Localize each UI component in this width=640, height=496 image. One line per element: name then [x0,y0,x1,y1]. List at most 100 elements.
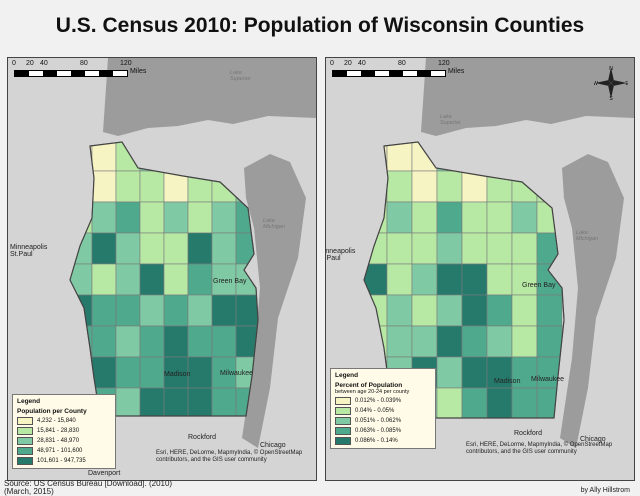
county[interactable] [411,294,438,327]
county[interactable] [139,201,165,234]
county[interactable] [436,263,463,296]
county[interactable] [187,294,213,327]
county[interactable] [163,325,189,358]
county[interactable] [115,201,141,234]
county[interactable] [163,170,189,203]
county[interactable] [163,263,189,296]
county[interactable] [139,232,165,265]
county[interactable] [461,201,488,234]
county[interactable] [411,263,438,296]
county[interactable] [436,232,463,265]
county[interactable] [436,294,463,327]
county[interactable] [211,325,237,358]
county[interactable] [436,170,463,203]
county[interactable] [139,170,165,203]
county[interactable] [115,356,141,389]
scale-bar-graphic [14,70,128,77]
county[interactable] [486,201,513,234]
county[interactable] [139,325,165,358]
county[interactable] [115,170,141,203]
legend-label: 28,831 - 48,970 [37,438,80,444]
county[interactable] [386,263,413,296]
county[interactable] [386,294,413,327]
county[interactable] [115,387,141,419]
county[interactable] [436,356,463,389]
county[interactable] [511,325,538,358]
county[interactable] [386,140,413,172]
scale-tick: 40 [358,60,366,67]
county[interactable] [411,325,438,358]
county[interactable] [211,232,237,265]
county[interactable] [211,201,237,234]
county[interactable] [139,356,165,389]
label-lake-michigan: Lake Michigan [576,230,599,242]
county[interactable] [187,387,213,419]
county[interactable] [163,201,189,234]
county[interactable] [486,387,513,419]
county[interactable] [163,356,189,389]
county[interactable] [386,232,413,265]
county[interactable] [91,170,117,203]
county[interactable] [461,263,488,296]
county[interactable] [91,325,117,358]
county[interactable] [511,294,538,327]
county[interactable] [486,232,513,265]
county[interactable] [91,263,117,296]
county[interactable] [461,325,488,358]
county[interactable] [163,387,189,419]
county[interactable] [461,387,488,419]
county[interactable] [115,325,141,358]
county[interactable] [91,232,117,265]
county[interactable] [187,201,213,234]
scale-bar: 0 20 40 80 120 Miles [330,60,480,94]
age-20-24-map[interactable]: 0 20 40 80 120 Miles N S E W Lake Superi… [325,57,635,481]
county[interactable] [486,294,513,327]
county[interactable] [139,387,165,419]
county[interactable] [163,294,189,327]
county[interactable] [386,170,413,203]
county[interactable] [461,356,488,389]
county[interactable] [436,387,463,419]
county[interactable] [461,294,488,327]
county[interactable] [511,356,538,389]
county[interactable] [411,170,438,203]
county[interactable] [163,232,189,265]
county[interactable] [536,325,563,358]
county[interactable] [386,201,413,234]
county[interactable] [486,263,513,296]
author-credit: by Ally Hillstrom [580,487,630,494]
county[interactable] [115,232,141,265]
county[interactable] [187,325,213,358]
county[interactable] [91,201,117,234]
population-map[interactable]: 0 20 40 80 120 Miles Lake Superior Lake … [7,57,317,481]
county[interactable] [187,356,213,389]
county[interactable] [511,263,538,296]
county[interactable] [411,232,438,265]
county[interactable] [91,356,117,389]
county[interactable] [411,201,438,234]
legend-label: 4,232 - 15,840 [37,418,76,424]
county[interactable] [436,201,463,234]
county[interactable] [461,232,488,265]
county[interactable] [139,294,165,327]
legend-label: 0.063% - 0.085% [355,428,402,434]
county[interactable] [486,325,513,358]
county[interactable] [187,263,213,296]
county[interactable] [511,201,538,234]
legend-label: 15,841 - 28,830 [37,428,80,434]
county[interactable] [211,294,237,327]
county[interactable] [511,232,538,265]
county[interactable] [115,294,141,327]
county[interactable] [511,387,538,419]
county[interactable] [139,263,165,296]
county[interactable] [536,294,563,327]
legend: Legend Population per County 4,232 - 15,… [12,394,116,469]
county[interactable] [115,263,141,296]
county[interactable] [211,387,237,419]
county[interactable] [91,294,117,327]
county[interactable] [436,325,463,358]
county[interactable] [91,140,117,172]
county[interactable] [386,325,413,358]
map-attribution: Esri, HERE, DeLorme, MapmyIndia, © OpenS… [466,442,613,455]
county[interactable] [187,232,213,265]
